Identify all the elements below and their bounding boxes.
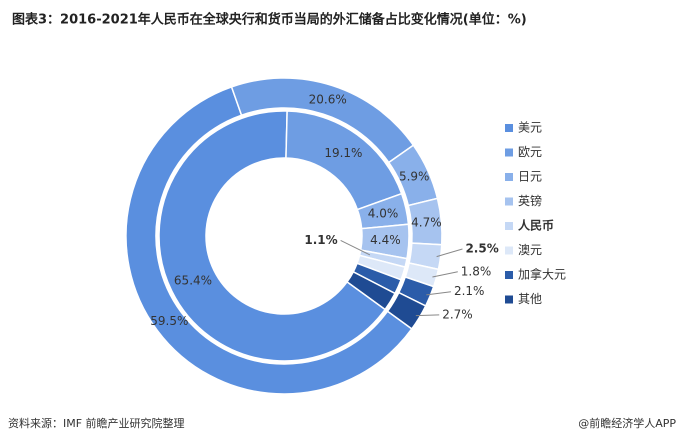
value-label: 19.1% (324, 146, 362, 160)
donut-slice (386, 291, 427, 330)
legend-label: 日元 (518, 170, 542, 184)
legend-swatch (505, 246, 513, 255)
donut-slice (158, 110, 387, 362)
source: 资料来源：IMF 前瞻产业研究院整理 (8, 416, 185, 430)
value-label: 1.1% (304, 233, 337, 247)
value-label: 59.5% (150, 314, 188, 328)
legend-label: 英镑 (518, 193, 542, 208)
legend-swatch (505, 295, 513, 304)
leader-line (432, 271, 458, 278)
value-label: 2.7% (442, 307, 473, 321)
value-label: 4.0% (368, 206, 399, 220)
chart-title: 图表3：2016-2021年人民币在全球央行和货币当局的外汇储备占比变化情况(单… (12, 12, 527, 28)
value-label: 4.4% (370, 233, 401, 247)
legend-label: 澳元 (518, 243, 542, 257)
leader-line (415, 314, 440, 317)
legend-swatch (505, 222, 513, 230)
value-label: 4.7% (411, 215, 442, 229)
legend-swatch (505, 124, 513, 132)
legend-swatch (505, 173, 513, 181)
donut-slice (125, 85, 413, 395)
leader-line (436, 248, 463, 258)
value-label: 1.8% (461, 264, 492, 278)
legend-label: 其他 (518, 292, 542, 306)
legend-swatch (505, 271, 513, 279)
legend-label: 美元 (518, 121, 542, 135)
leader-line (340, 240, 371, 256)
legend-swatch (505, 197, 513, 206)
legend-swatch (505, 148, 513, 157)
value-label: 5.9% (399, 169, 430, 183)
legend-label: 人民币 (518, 218, 554, 233)
legend-label: 欧元 (518, 145, 542, 159)
value-label: 2.1% (454, 284, 485, 298)
credit: @前瞻经济学人APP (578, 416, 676, 430)
value-label: 65.4% (174, 273, 212, 287)
legend-label: 加拿大元 (518, 267, 566, 282)
value-label: 2.5% (465, 241, 498, 255)
leader-line (426, 291, 452, 296)
value-label: 20.6% (309, 92, 347, 106)
donut-slice (346, 270, 397, 311)
